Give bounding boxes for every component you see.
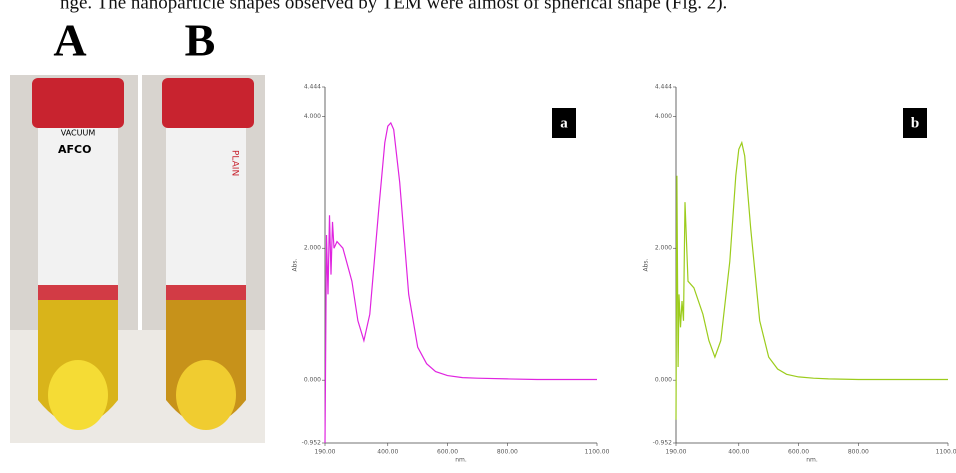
x-axis-label: nm. (455, 457, 467, 464)
y-tick-label: 4.444 (655, 84, 672, 91)
spectrum-line (324, 121, 597, 443)
vial-text: VACUUM (61, 129, 96, 138)
y-tick-label: -0.952 (302, 440, 322, 447)
x-tick-label: 800.00 (848, 449, 869, 456)
x-tick-label: 800.00 (497, 449, 518, 456)
y-tick-label: 2.000 (304, 245, 321, 252)
body-text: nge. The nanoparticle shapes observed by… (60, 0, 727, 13)
y-tick-label: 4.444 (304, 84, 321, 91)
x-tick-label: 190.00 (315, 449, 336, 456)
x-tick-label: 190.00 (666, 449, 687, 456)
vial-text: AFCO (58, 143, 91, 156)
spectrum-line (675, 140, 948, 420)
photo: VACUUM AFCO PLAIN (10, 75, 265, 443)
y-tick-label: 0.000 (655, 377, 672, 384)
x-tick-label: 1100.00 (585, 449, 610, 456)
y-tick-label: 4.000 (655, 113, 672, 120)
y-tick-label: -0.952 (653, 440, 673, 447)
panel-label: a (560, 115, 568, 131)
y-tick-label: 0.000 (304, 377, 321, 384)
x-tick-label: 400.00 (728, 449, 749, 456)
x-tick-label: 1100.00 (936, 449, 956, 456)
y-axis-label: Abs. (643, 258, 650, 271)
panel-label-box (903, 108, 927, 138)
y-tick-label: 2.000 (655, 245, 672, 252)
x-tick-label: 600.00 (437, 449, 458, 456)
panel-label-box (552, 108, 576, 138)
x-axis-label: nm. (806, 457, 818, 464)
y-tick-label: 4.000 (304, 113, 321, 120)
photo-label: B (185, 15, 216, 66)
panel-label: b (911, 115, 919, 131)
x-tick-label: 600.00 (788, 449, 809, 456)
vial-text: PLAIN (230, 150, 240, 176)
photo-label: A (53, 15, 86, 66)
y-axis-label: Abs. (292, 258, 299, 271)
x-tick-label: 400.00 (377, 449, 398, 456)
